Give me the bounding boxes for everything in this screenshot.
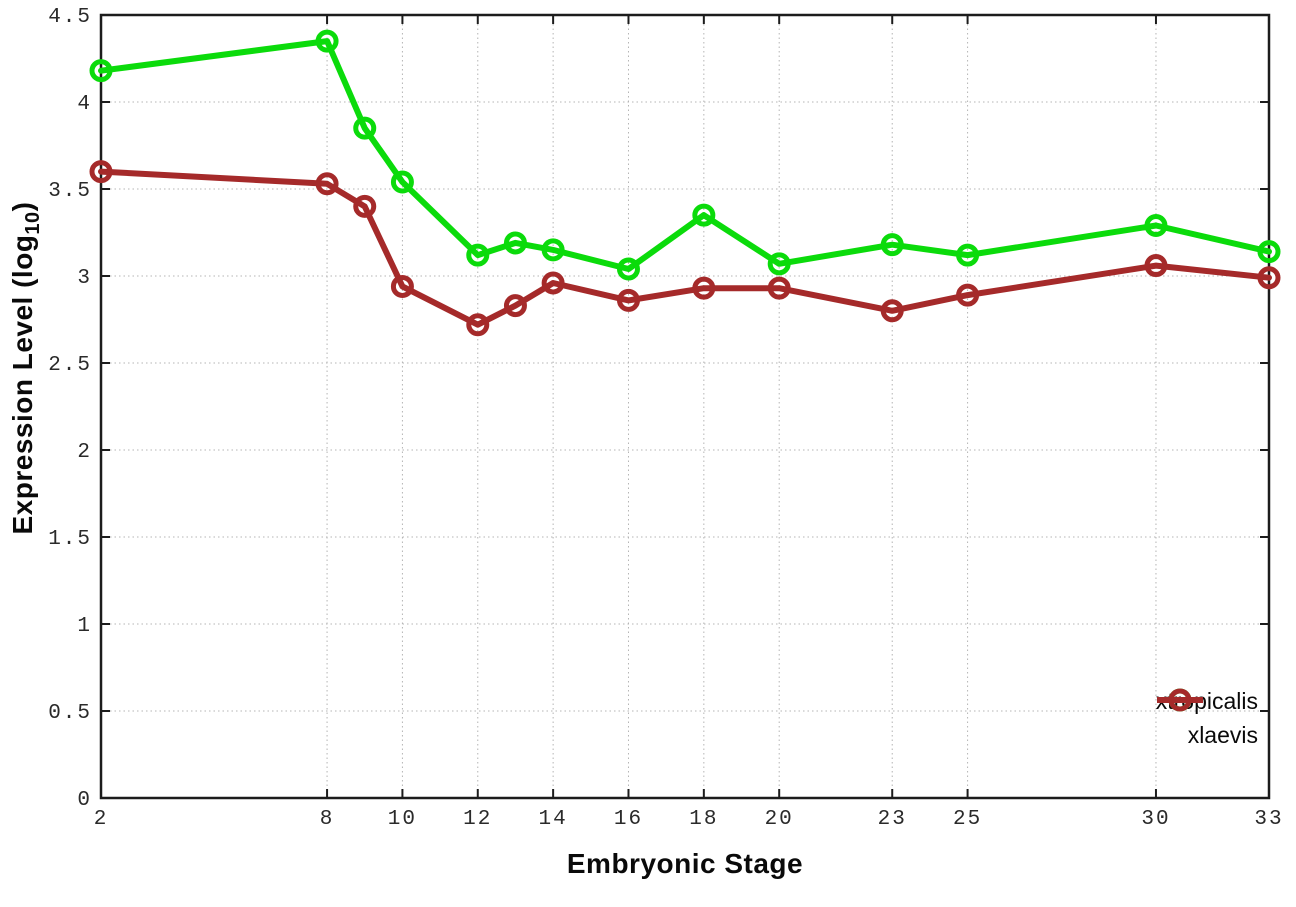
data-point-xlaevis [616,288,640,312]
data-point-xtropicalis [390,170,414,194]
legend-item-xlaevis: xlaevis [1156,688,1258,750]
y-axis-title-subscript: 10 [21,211,44,235]
data-point-xtropicalis [89,59,113,83]
legend-label-xlaevis: xlaevis [1187,721,1258,748]
data-point-xtropicalis [466,243,490,267]
data-point-xtropicalis [616,257,640,281]
x-tick-label: 2 [94,808,109,831]
y-tick-label: 3.5 [48,180,92,203]
data-point-xtropicalis [767,252,791,276]
x-tick-label: 8 [320,808,335,831]
data-point-xlaevis [466,313,490,337]
x-tick-label: 25 [953,808,982,831]
data-point-xtropicalis [692,203,716,227]
x-tick-label: 12 [463,808,492,831]
data-point-xlaevis [353,194,377,218]
y-axis-title: Expression Level (log10) [7,202,45,535]
data-point-xlaevis [880,299,904,323]
data-point-xlaevis [89,160,113,184]
data-point-xlaevis [1144,254,1168,278]
y-tick-label: 4 [77,93,92,116]
x-tick-label: 23 [878,808,907,831]
x-tick-label: 33 [1254,808,1283,831]
data-point-xlaevis [767,276,791,300]
y-axis-title-text: Expression Level (log [7,234,39,535]
data-point-xlaevis [315,172,339,196]
series-line-xtropicalis [98,38,1272,272]
data-point-xlaevis [541,271,565,295]
x-tick-label: 30 [1141,808,1170,831]
data-point-xtropicalis [1257,240,1281,264]
data-point-xtropicalis [503,231,527,255]
x-tick-label: 18 [689,808,718,831]
x-tick-label: 20 [765,808,794,831]
series-line-xlaevis [98,168,1272,328]
legend: xtropicalis xlaevis [1156,686,1258,750]
y-axis-title-suffix: ) [7,201,39,212]
data-point-xtropicalis [353,116,377,140]
x-tick-label: 14 [539,808,568,831]
y-tick-label: 1 [77,615,92,638]
y-tick-label: 3 [77,267,92,290]
y-tick-label: 2 [77,441,92,464]
data-point-xtropicalis [541,238,565,262]
x-axis-title: Embryonic Stage [566,848,804,879]
y-tick-label: 0 [77,789,92,812]
data-point-xtropicalis [1144,214,1168,238]
data-point-xtropicalis [315,29,339,53]
y-tick-label: 1.5 [48,528,92,551]
y-tick-label: 4.5 [48,6,92,29]
y-tick-label: 2.5 [48,354,92,377]
line-marker-icon [1156,688,1203,712]
data-point-xlaevis [1257,266,1281,290]
data-point-xlaevis [503,294,527,318]
plot-border [99,13,1271,800]
x-tick-label: 16 [614,808,643,831]
data-point-xlaevis [956,283,980,307]
data-point-xtropicalis [880,233,904,257]
data-point-xlaevis [390,274,414,298]
y-tick-label: 0.5 [48,702,92,725]
x-tick-label: 10 [388,808,417,831]
data-point-xlaevis [692,276,716,300]
data-point-xtropicalis [956,243,980,267]
